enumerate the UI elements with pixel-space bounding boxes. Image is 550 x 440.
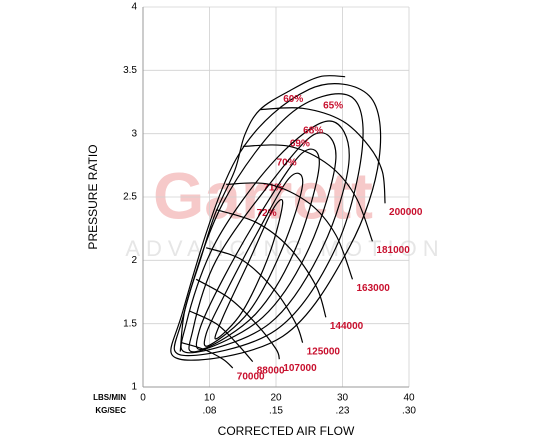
surge-line <box>179 75 346 352</box>
y-tick-label: 3 <box>131 128 137 139</box>
speed-line <box>181 342 234 369</box>
y-tick-label: 1.5 <box>123 318 137 329</box>
x-tick-label: 0 <box>140 393 146 404</box>
speed-line <box>260 107 386 204</box>
efficiency-label: 60% <box>283 94 303 105</box>
speed-line <box>215 209 327 318</box>
y-tick-label: 2 <box>131 255 137 266</box>
x2-tick-label: .08 <box>203 406 217 417</box>
y-axis-title: PRESSURE RATIO <box>86 144 100 249</box>
y-tick-label: 1 <box>131 382 137 393</box>
x-axis-title: CORRECTED AIR FLOW <box>218 424 355 438</box>
speed-label: 163000 <box>356 283 390 294</box>
speed-label: 144000 <box>330 321 364 332</box>
y-tick-label: 3.5 <box>123 65 137 76</box>
efficiency-label: 71% <box>263 183 283 194</box>
speed-label: 107000 <box>283 363 317 374</box>
efficiency-label: 68% <box>303 126 323 137</box>
x-unit: LBS/MIN <box>93 393 126 402</box>
x-tick-label: 30 <box>337 393 349 404</box>
x2-tick-label: .15 <box>269 406 283 417</box>
x2-unit: KG/SEC <box>95 406 126 415</box>
x-tick-label: 40 <box>403 393 415 404</box>
x-tick-label: 10 <box>204 393 216 404</box>
efficiency-island <box>195 148 320 351</box>
speed-line <box>189 310 254 363</box>
speed-line <box>195 278 280 360</box>
efficiency-island <box>203 172 304 347</box>
speed-line <box>226 182 354 280</box>
speed-label: 88000 <box>257 365 285 376</box>
speed-line <box>242 144 373 242</box>
x2-tick-label: .30 <box>402 406 416 417</box>
speed-line <box>205 247 304 343</box>
speed-label: 70000 <box>237 372 265 383</box>
speed-label: 125000 <box>307 346 341 357</box>
x-tick-label: 20 <box>270 393 282 404</box>
speed-label: 181000 <box>376 245 410 256</box>
efficiency-label: 69% <box>290 138 310 149</box>
efficiency-island <box>170 83 382 361</box>
y-tick-label: 2.5 <box>123 192 137 203</box>
efficiency-label: 72% <box>257 208 277 219</box>
efficiency-island <box>214 198 284 340</box>
efficiency-island <box>188 132 337 353</box>
efficiency-island <box>180 120 350 354</box>
y-tick-label: 4 <box>131 2 137 13</box>
efficiency-label: 65% <box>323 100 343 111</box>
x2-tick-label: .23 <box>336 406 350 417</box>
speed-label: 200000 <box>389 207 423 218</box>
